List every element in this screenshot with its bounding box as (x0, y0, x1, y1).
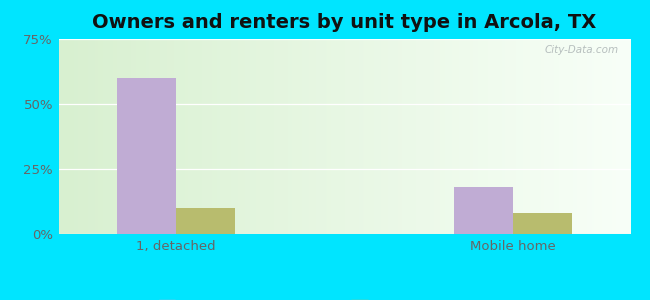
Title: Owners and renters by unit type in Arcola, TX: Owners and renters by unit type in Arcol… (92, 13, 597, 32)
Legend: Owner occupied units, Renter occupied units: Owner occupied units, Renter occupied un… (153, 295, 536, 300)
Bar (176, 208, 235, 234)
Text: City-Data.com: City-Data.com (545, 45, 619, 55)
Bar (513, 213, 571, 234)
Bar (118, 78, 176, 234)
Bar (454, 187, 513, 234)
